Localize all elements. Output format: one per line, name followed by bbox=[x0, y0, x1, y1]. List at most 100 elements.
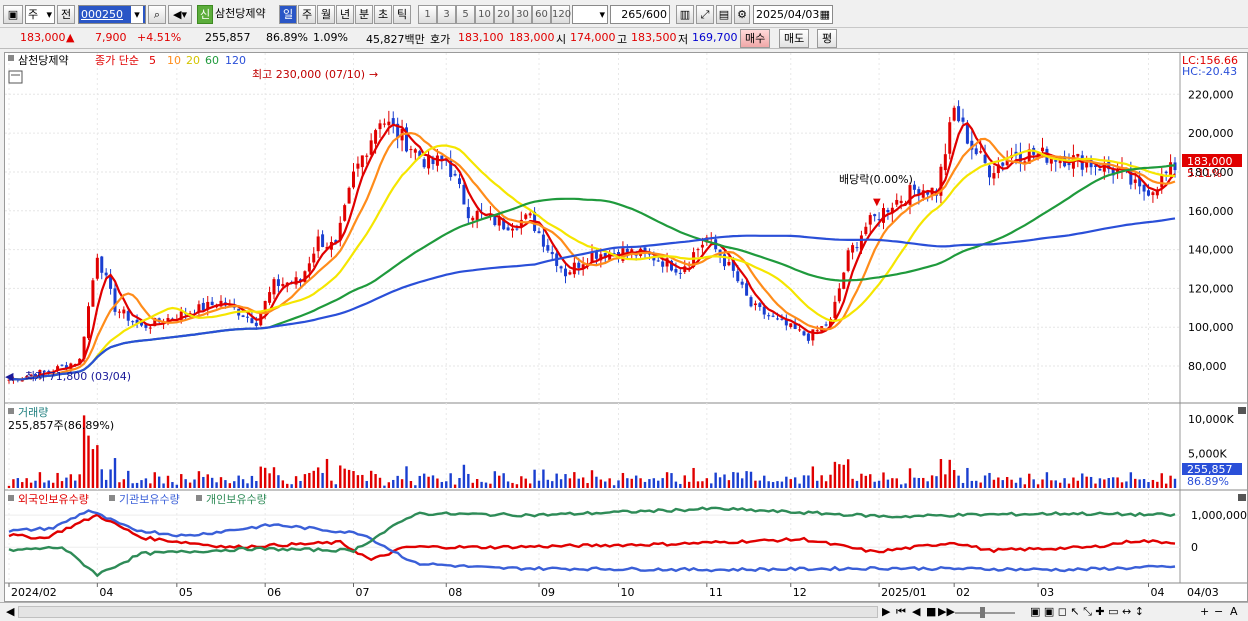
volume-bar bbox=[197, 471, 201, 488]
window-menu-icon[interactable]: ▣ bbox=[3, 5, 23, 24]
zoom-slider-handle[interactable] bbox=[980, 607, 985, 618]
sell-button[interactable]: 매도 bbox=[779, 29, 810, 48]
font-size-icon[interactable]: A bbox=[1230, 605, 1238, 618]
volume-bar bbox=[807, 475, 810, 488]
candle-body bbox=[100, 256, 104, 273]
nav-back-icon[interactable]: ◀ bbox=[912, 605, 921, 618]
drawing-tool-icon[interactable]: ⤢ bbox=[696, 5, 714, 24]
volume-bar bbox=[29, 482, 33, 488]
interval-button-60[interactable]: 60 bbox=[532, 5, 551, 24]
candlesticks bbox=[7, 100, 1177, 384]
volume-bar bbox=[1005, 477, 1009, 488]
volume-value: 255,857 bbox=[205, 31, 251, 44]
gear-icon[interactable]: ⚙ bbox=[734, 5, 750, 24]
calculator-icon[interactable] bbox=[8, 70, 23, 84]
period-button-5[interactable]: 초 bbox=[374, 5, 392, 24]
volume-bar bbox=[979, 482, 982, 488]
volume-bar bbox=[96, 445, 99, 488]
volume-bar bbox=[330, 480, 333, 488]
volume-bar bbox=[687, 481, 691, 488]
period-button-6[interactable]: 틱 bbox=[393, 5, 411, 24]
interval-button-5[interactable]: 5 bbox=[456, 5, 475, 24]
interval-button-120[interactable]: 120 bbox=[551, 5, 571, 24]
average-button[interactable]: 평 bbox=[817, 29, 838, 48]
zoom-out-icon[interactable]: − bbox=[1214, 605, 1224, 618]
buy-button[interactable]: 매수 bbox=[740, 29, 771, 48]
candle-body bbox=[511, 228, 514, 231]
date-field[interactable]: 2025/04/03 ▦ bbox=[753, 5, 833, 24]
candle-body bbox=[148, 327, 152, 329]
zoom-slider[interactable] bbox=[955, 612, 1015, 614]
pane-close-icon[interactable] bbox=[1238, 494, 1246, 501]
volume-bar bbox=[467, 473, 470, 488]
volume-bar bbox=[886, 479, 890, 488]
holdings-line-2 bbox=[8, 506, 1176, 578]
period-button-4[interactable]: 분 bbox=[355, 5, 373, 24]
volume-bar bbox=[87, 435, 90, 488]
candle-body bbox=[1151, 192, 1155, 196]
tool-icons[interactable]: ▣ ▣ ◻ ↖ ⤡ ✚ ▭ ↔ ↕ bbox=[1030, 605, 1144, 618]
nav-first-icon[interactable]: ⏮ bbox=[896, 605, 906, 618]
speaker-icon[interactable]: ◀▾ bbox=[168, 5, 192, 24]
period-button-3[interactable]: 년 bbox=[336, 5, 354, 24]
x-last-label: 04/03 bbox=[1187, 586, 1219, 599]
volume-bar bbox=[944, 474, 947, 488]
period-button-1[interactable]: 주 bbox=[298, 5, 316, 24]
candle-body bbox=[1085, 161, 1089, 168]
pane-close-icon[interactable] bbox=[1238, 407, 1246, 414]
horizontal-scrollbar[interactable] bbox=[18, 606, 878, 618]
search-icon[interactable]: ⌕ bbox=[148, 5, 166, 24]
volume-bar bbox=[1010, 479, 1013, 488]
candle-body bbox=[431, 158, 435, 164]
period-button-0[interactable]: 일 bbox=[279, 5, 297, 24]
volume-bar bbox=[153, 472, 156, 488]
price-tick-label: 100,000 bbox=[1188, 321, 1234, 334]
candle-body bbox=[952, 107, 956, 121]
stock-badge: 신 bbox=[197, 5, 213, 24]
interval-button-3[interactable]: 3 bbox=[437, 5, 456, 24]
volume-bar bbox=[626, 478, 629, 488]
legend-square-icon bbox=[8, 55, 14, 61]
low-label: 저 bbox=[678, 33, 689, 46]
candle-body bbox=[1169, 162, 1173, 176]
count-field[interactable]: 265/600 bbox=[610, 5, 670, 24]
volume-bar bbox=[352, 471, 355, 488]
interval-button-10[interactable]: 10 bbox=[475, 5, 494, 24]
period-type-select[interactable]: 주 ▾ bbox=[25, 5, 55, 24]
volume-bar bbox=[586, 483, 589, 488]
prev-button[interactable]: 전 bbox=[57, 5, 75, 24]
nav-stop-icon[interactable]: ■ bbox=[926, 605, 937, 618]
candle-body bbox=[449, 160, 453, 177]
scroll-left-icon[interactable]: ◀ bbox=[6, 605, 15, 618]
volume-bar bbox=[873, 481, 876, 488]
volume-bar bbox=[1107, 478, 1110, 488]
volume-bar bbox=[299, 480, 302, 488]
interval-select[interactable]: ▾ bbox=[572, 5, 608, 24]
candle-body bbox=[837, 288, 841, 302]
volume-bar bbox=[758, 480, 762, 488]
candle-body bbox=[153, 318, 157, 327]
x-tick-label: 04 bbox=[99, 586, 113, 599]
nav-play-icon[interactable]: ▶ bbox=[882, 605, 891, 618]
chart-panel[interactable]: 220,000 200,000 180,000 160,000 140,000 120,0… bbox=[4, 52, 1248, 602]
candle-body bbox=[440, 155, 444, 160]
volume-bar bbox=[546, 479, 550, 488]
interval-button-1[interactable]: 1 bbox=[418, 5, 437, 24]
code-input[interactable]: 000250 ▾ bbox=[78, 5, 146, 24]
candle-body bbox=[413, 149, 417, 153]
save-icon[interactable]: ▤ bbox=[716, 5, 732, 24]
volume-bar bbox=[877, 480, 881, 488]
volume-bar bbox=[157, 476, 161, 488]
chart-canvas[interactable]: 220,000 200,000 180,000 160,000 140,000 120,0… bbox=[5, 53, 1247, 601]
volume-bar bbox=[520, 476, 523, 488]
volume-bar bbox=[718, 477, 722, 488]
zoom-in-icon[interactable]: + bbox=[1200, 605, 1210, 618]
interval-button-30[interactable]: 30 bbox=[513, 5, 532, 24]
interval-button-20[interactable]: 20 bbox=[494, 5, 513, 24]
volume-bar bbox=[303, 474, 307, 488]
period-button-2[interactable]: 월 bbox=[317, 5, 335, 24]
chart-type-icon[interactable]: ▥ bbox=[676, 5, 694, 24]
volume-bar bbox=[237, 475, 240, 488]
nav-forward-icon[interactable]: ▶▶ bbox=[938, 605, 955, 618]
